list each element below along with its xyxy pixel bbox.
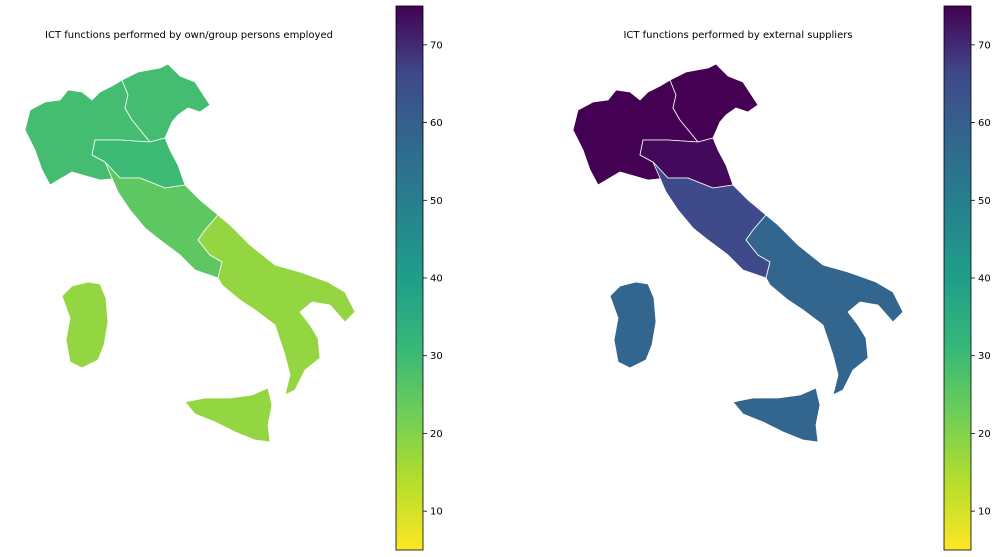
region-north-east [669, 63, 759, 143]
colorbar-tick-label: 40 [430, 274, 443, 285]
colorbar-tick-label: 50 [978, 196, 991, 207]
colorbar-tick-label: 10 [978, 507, 991, 518]
region-south [197, 214, 356, 396]
colorbar-tick-label: 60 [430, 118, 443, 129]
colorbar-tick-label: 20 [430, 429, 443, 440]
map-title-external: ICT functions performed by external supp… [623, 30, 852, 41]
colorbar-tick-label: 70 [978, 40, 991, 51]
colorbar-tick-label: 20 [978, 429, 991, 440]
colorbar-ticks-own-staff: 10 20 30 40 50 60 70 [423, 40, 443, 518]
colorbar-own-staff: 10 20 30 40 50 60 70 [395, 5, 443, 551]
colorbar-ticks-external: 10 20 30 40 50 60 70 [971, 40, 991, 518]
region-sardinia [609, 281, 657, 369]
colorbar-tick-label: 40 [978, 274, 991, 285]
colorbar-tick-label: 60 [978, 118, 991, 129]
colorbar-tick-label: 70 [430, 40, 443, 51]
colorbar-tick-label: 30 [430, 351, 443, 362]
map-panel-own-staff: ICT functions performed by own/group per… [24, 5, 443, 551]
map-panel-external: ICT functions performed by external supp… [572, 5, 991, 551]
region-sicily [732, 387, 821, 443]
colorbar-external: 10 20 30 40 50 60 70 [943, 5, 991, 551]
italy-map-own-staff [24, 63, 356, 443]
region-sicily [184, 387, 273, 443]
region-sardinia [61, 281, 109, 369]
italy-map-external [572, 63, 904, 443]
region-north-east [121, 63, 211, 143]
colorbar-ramp [943, 5, 972, 551]
colorbar-ramp [395, 5, 424, 551]
region-south [745, 214, 904, 396]
map-title-own-staff: ICT functions performed by own/group per… [45, 30, 333, 41]
colorbar-tick-label: 30 [978, 351, 991, 362]
colorbar-tick-label: 50 [430, 196, 443, 207]
colorbar-tick-label: 10 [430, 507, 443, 518]
